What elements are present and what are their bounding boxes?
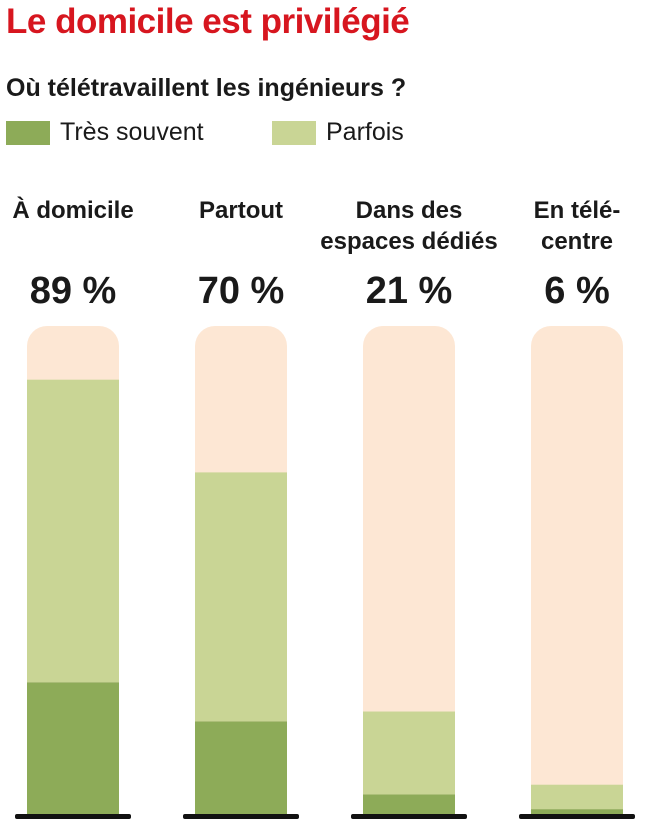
value-label-a-domicile: 89 % xyxy=(30,270,117,312)
bar-segment-dans-des-espaces-dedies-parfois xyxy=(363,711,455,795)
category-label-en-tele-centre-line-2: centre xyxy=(541,228,613,255)
bar-segment-dans-des-espaces-dedies-tres-souvent xyxy=(363,794,455,814)
category-label-a-domicile: À domicile xyxy=(12,196,133,224)
bar-segment-partout-tres-souvent xyxy=(195,721,287,814)
value-label-en-tele-centre: 6 % xyxy=(544,270,609,312)
category-label-partout: Partout xyxy=(199,197,283,224)
value-label-partout: 70 % xyxy=(198,270,285,312)
legend-swatch-tres-souvent xyxy=(6,120,50,145)
value-label-dans-des-espaces-dedies: 21 % xyxy=(366,270,453,312)
bar-segment-partout-parfois xyxy=(195,472,287,722)
baseline-a-domicile xyxy=(15,814,131,819)
legend-label-parfois: Parfois xyxy=(326,118,404,146)
legend: Très souvent Parfois xyxy=(0,118,650,150)
bar-background-en-tele-centre xyxy=(531,326,623,814)
bar-segment-a-domicile-parfois xyxy=(27,379,119,683)
baseline-en-tele-centre xyxy=(519,814,635,819)
bar-segment-en-tele-centre-tres-souvent xyxy=(531,809,623,814)
bar-segment-a-domicile-tres-souvent xyxy=(27,682,119,814)
category-label-dans-des-espaces-dedies-line-2: espaces dédiés xyxy=(320,228,497,255)
legend-label-tres-souvent: Très souvent xyxy=(60,118,204,146)
legend-item-parfois: Parfois xyxy=(272,118,404,147)
baseline-dans-des-espaces-dedies xyxy=(351,814,467,819)
legend-swatch-parfois xyxy=(272,120,316,145)
bar-segment-en-tele-centre-parfois xyxy=(531,784,623,810)
chart-subtitle: Où télétravaillent les ingénieurs ? xyxy=(6,74,407,102)
category-label-en-tele-centre-line-1: En télé- xyxy=(534,197,621,224)
legend-item-tres-souvent: Très souvent xyxy=(6,118,204,147)
chart-title: Le domicile est privilégié xyxy=(6,2,410,41)
category-label-dans-des-espaces-dedies-line-1: Dans des xyxy=(356,197,463,224)
baseline-partout xyxy=(183,814,299,819)
